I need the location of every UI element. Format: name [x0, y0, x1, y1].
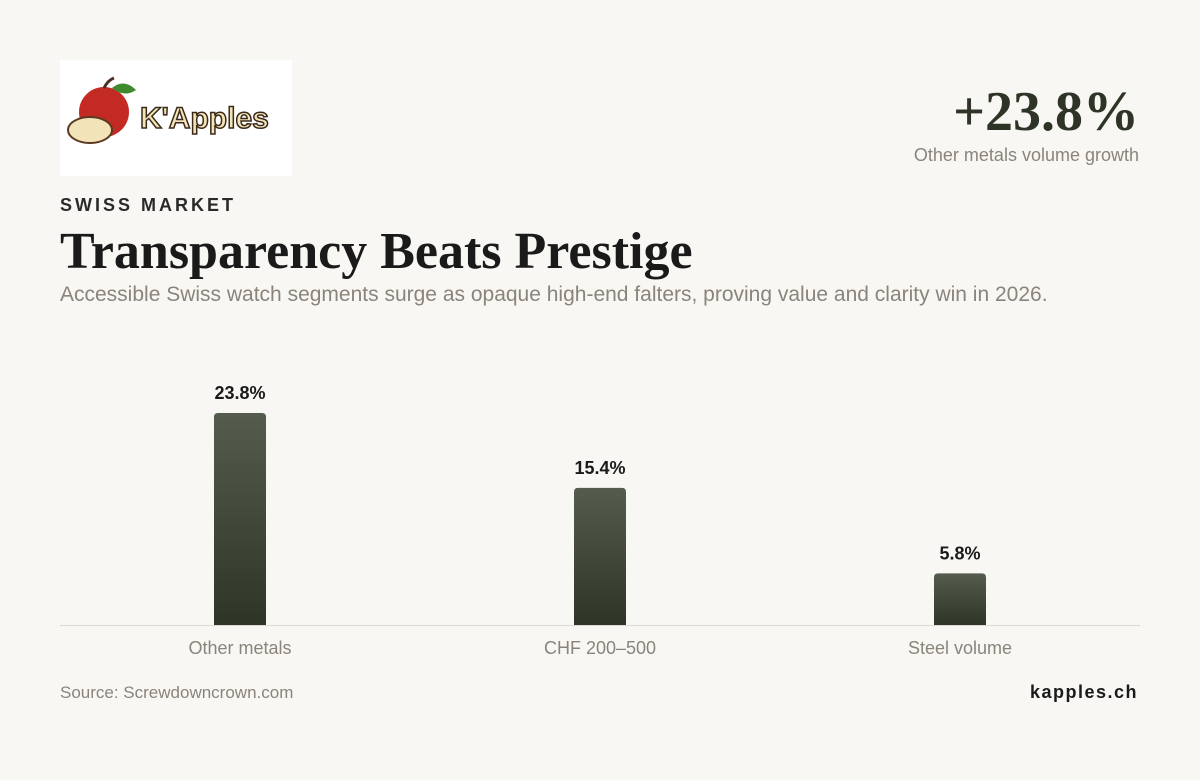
logo-stem	[102, 76, 115, 89]
chart-subtitle: Accessible Swiss watch segments surge as…	[60, 283, 1048, 306]
bar	[934, 573, 986, 625]
value-label: 15.4%	[574, 458, 625, 478]
logo: K'Apples	[60, 60, 292, 176]
logo-text: K'Apples	[140, 102, 269, 135]
subtitle-box: Accessible Swiss watch segments surge as…	[60, 283, 1048, 306]
x-tick-label: Steel volume	[908, 638, 1012, 658]
highlight-value: +23.8%	[953, 81, 1139, 143]
logo-leaf	[112, 83, 136, 94]
chart-title: Transparency Beats Prestige	[60, 223, 693, 280]
bar	[574, 487, 626, 625]
x-tick-label: Other metals	[188, 638, 291, 658]
value-label: 5.8%	[939, 543, 980, 563]
logo-slice	[67, 116, 113, 144]
bar	[214, 413, 266, 625]
value-label: 23.8%	[214, 383, 265, 403]
highlight-label: Other metals volume growth	[914, 145, 1139, 165]
source: Source: Screwdowncrown.com	[60, 683, 293, 702]
x-tick-label: CHF 200–500	[544, 638, 656, 658]
brand: kapples.ch	[1030, 682, 1138, 702]
kicker: SWISS MARKET	[60, 195, 236, 215]
